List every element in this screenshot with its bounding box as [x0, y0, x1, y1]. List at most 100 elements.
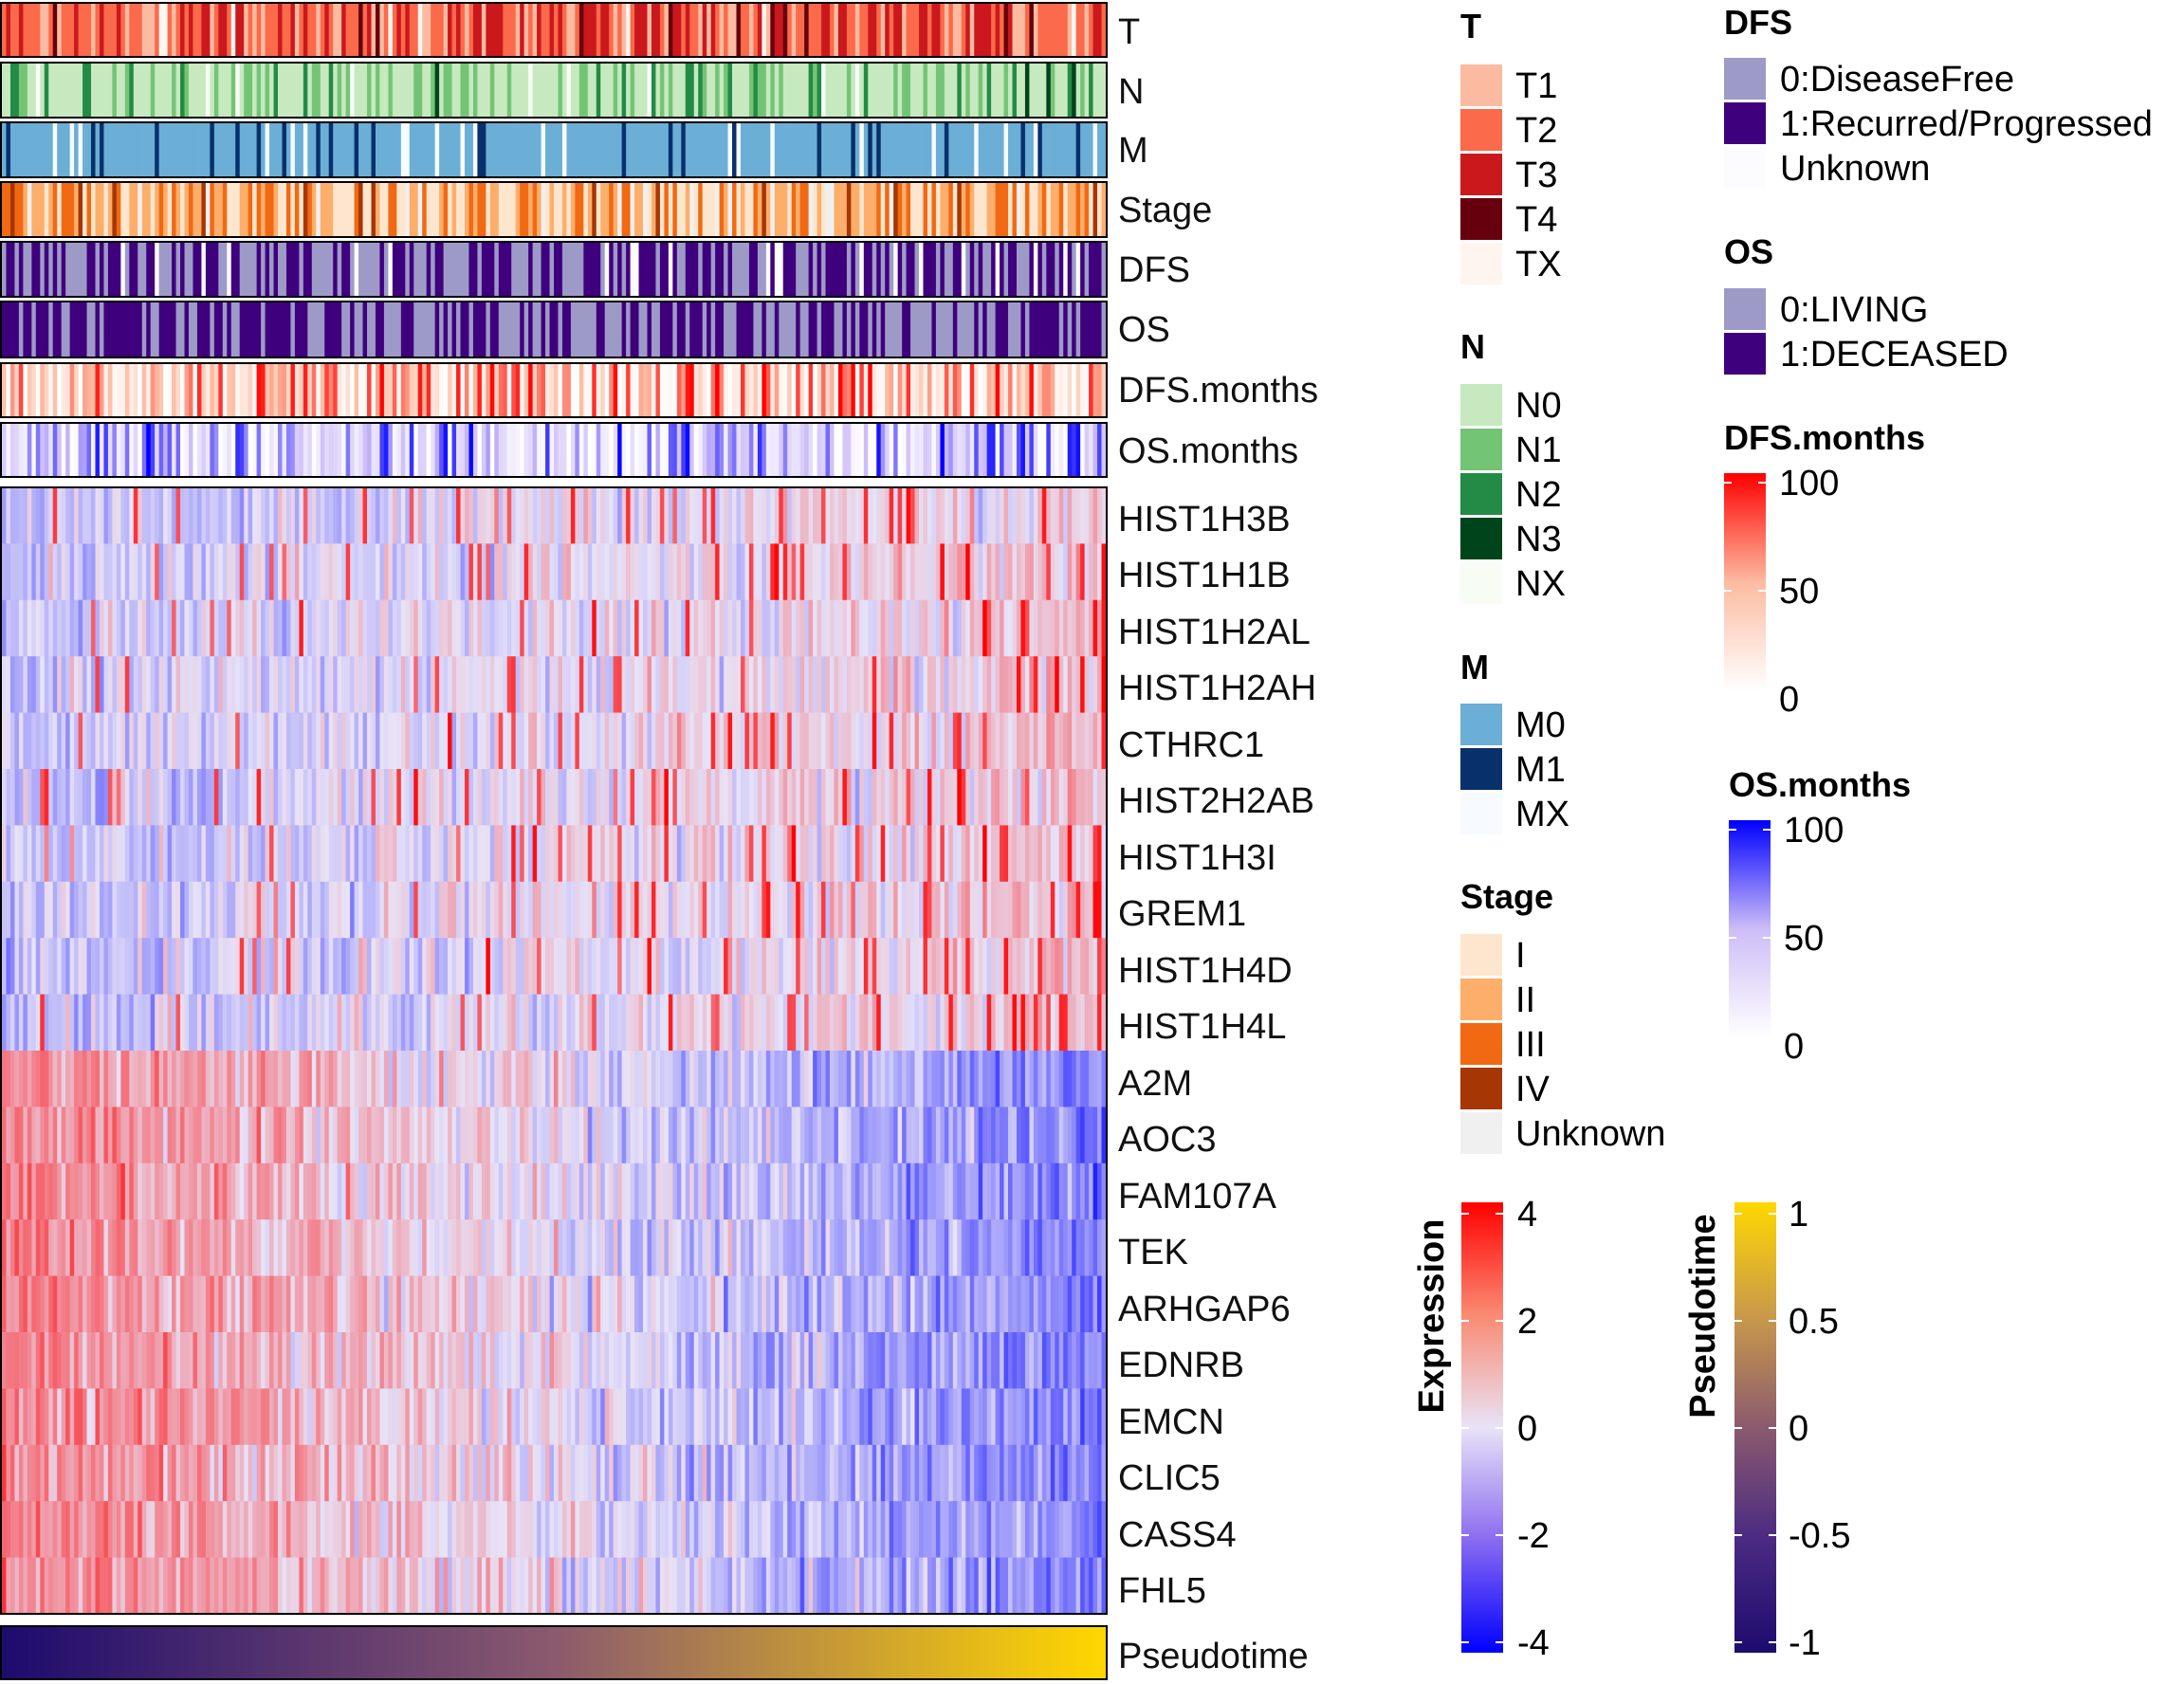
heat-cell: [35, 825, 41, 883]
track-cell: [392, 302, 397, 357]
heat-cell: [779, 994, 784, 1052]
heat-cell: [796, 543, 801, 601]
heat-cell: [744, 938, 750, 996]
heat-cell: [124, 712, 130, 770]
heat-cell: [554, 1051, 560, 1107]
heat-cell: [782, 599, 788, 657]
heat-cell: [464, 656, 470, 714]
track-cell: [175, 182, 181, 237]
heat-cell: [316, 994, 321, 1052]
track-cell: [630, 182, 635, 237]
track-cell: [744, 423, 750, 477]
heat-cell: [40, 881, 46, 939]
heat-cell: [486, 599, 491, 657]
heat-cell: [643, 881, 649, 939]
heat-cell: [494, 487, 500, 544]
track-cell: [1089, 242, 1094, 297]
track-cell: [443, 242, 449, 297]
track-cell: [558, 423, 563, 477]
track-cell: [854, 3, 860, 57]
track-cell: [324, 3, 330, 57]
track-cell: [957, 423, 963, 477]
heat-cell: [14, 769, 20, 826]
track-cell: [196, 242, 203, 297]
heat-cell: [719, 656, 725, 714]
heat-cell: [779, 599, 784, 657]
track-cell: [460, 242, 466, 297]
heat-cell: [876, 825, 882, 883]
heat-cell: [1072, 712, 1077, 770]
heat-cell: [103, 1107, 109, 1164]
heat-cell: [107, 938, 113, 996]
track-border: [0, 422, 1108, 478]
track-cell: [193, 182, 198, 237]
heat-cell: [830, 825, 835, 883]
track-cell: [341, 122, 347, 177]
heat-cell: [481, 769, 486, 826]
heat-cell: [388, 487, 394, 544]
track-cell: [506, 63, 512, 118]
heat-cell: [876, 938, 882, 996]
heat-cell: [813, 656, 818, 714]
track-cell: [158, 122, 164, 177]
heat-cell: [1089, 938, 1094, 996]
heat-cell: [880, 938, 886, 996]
track-cell: [604, 182, 610, 237]
heat-cell: [889, 938, 894, 996]
heat-cell: [545, 769, 551, 826]
heat-cell: [643, 712, 649, 770]
heat-cell: [409, 881, 414, 939]
track-cell: [647, 423, 652, 477]
track-cell: [1037, 122, 1043, 177]
heat-cell: [1055, 487, 1060, 544]
track-cell: [1067, 302, 1073, 357]
heat-cell: [821, 599, 827, 657]
track-cell: [702, 3, 707, 57]
track-cell: [486, 3, 491, 57]
heat-cell: [1020, 487, 1026, 544]
track-cell: [634, 122, 640, 177]
track-cell: [762, 242, 767, 297]
heat-cell: [417, 994, 423, 1052]
track-cell: [762, 182, 767, 237]
heat-cell: [604, 994, 610, 1052]
track-cell: [282, 3, 287, 57]
track-cell: [1092, 242, 1098, 297]
heat-cell: [609, 1051, 615, 1107]
heat-cell: [863, 599, 869, 657]
heat-cell: [316, 599, 321, 657]
heat-cell: [736, 938, 742, 996]
heat-cell: [155, 769, 160, 826]
heat-cell: [668, 994, 673, 1052]
track-cell: [825, 122, 831, 177]
heat-cell: [808, 881, 814, 939]
heat-cell: [422, 881, 428, 939]
heat-cell: [893, 656, 899, 714]
heat-cell: [889, 994, 894, 1052]
track-cell: [668, 63, 673, 118]
track-cell: [1000, 122, 1005, 177]
track-cell: [235, 242, 241, 297]
track-cell: [515, 63, 521, 118]
track-cell: [681, 302, 687, 357]
track-cell: [854, 122, 860, 177]
heat-cell: [1000, 1051, 1005, 1107]
track-cell: [350, 182, 356, 237]
heat-cell: [702, 543, 707, 601]
heat-cell: [554, 599, 560, 657]
heat-cell: [821, 487, 827, 544]
heat-cell: [762, 1051, 767, 1107]
heat-cell: [1000, 543, 1005, 601]
heat-cell: [1050, 599, 1055, 657]
track-cell: [732, 242, 738, 297]
heat-cell: [489, 769, 495, 826]
heat-cell: [405, 599, 411, 657]
track-cell: [239, 3, 245, 57]
heat-cell: [201, 656, 207, 714]
heat-cell: [184, 1051, 190, 1107]
heat-cell: [434, 543, 440, 601]
track-cell: [1024, 3, 1031, 57]
heat-cell: [1037, 825, 1043, 883]
track-cell: [727, 182, 733, 237]
track-cell: [443, 122, 449, 177]
